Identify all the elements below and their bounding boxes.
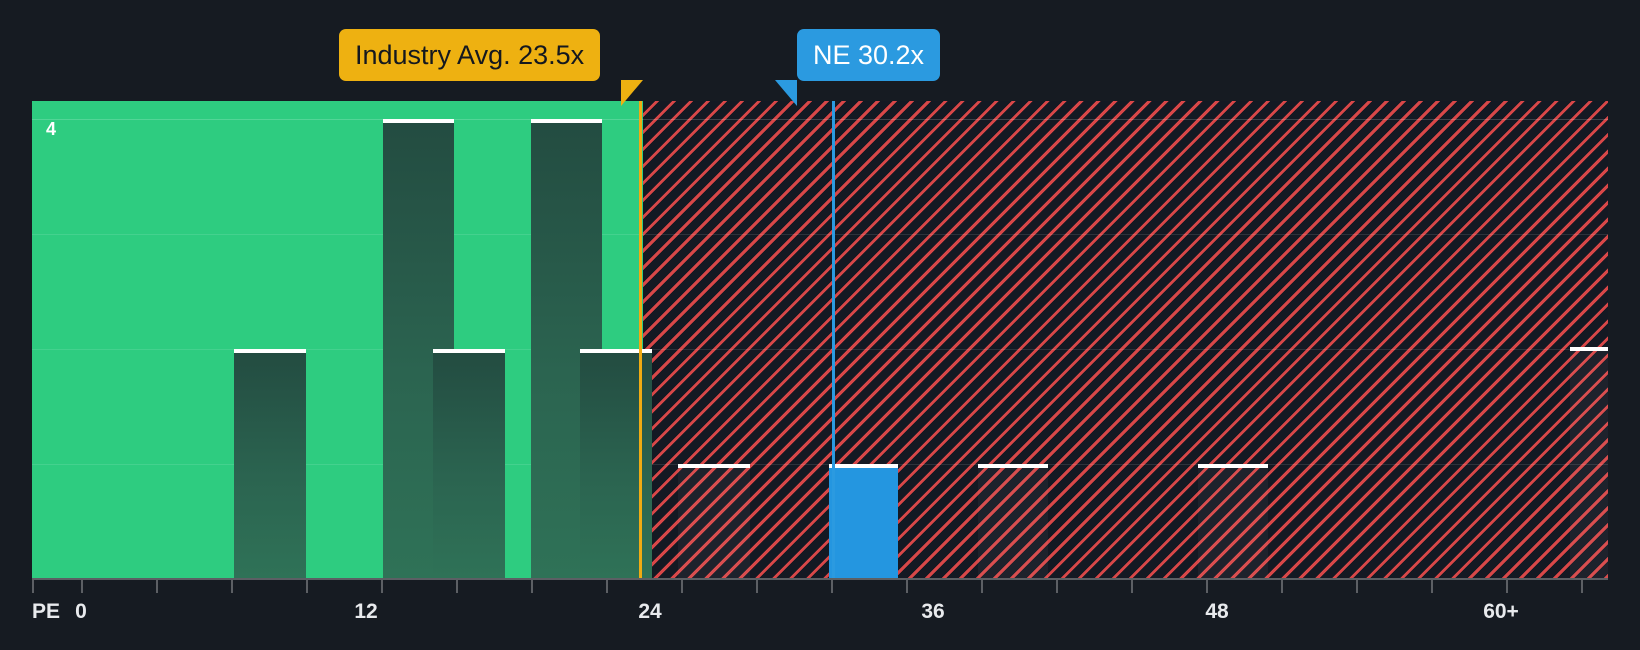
x-axis-tick-label: 60+: [1483, 600, 1519, 623]
bar-cap: [580, 349, 652, 353]
bar-cap: [1198, 464, 1268, 468]
bar-cap: [678, 464, 750, 468]
x-axis-tick: [456, 580, 458, 593]
y-axis-tick-label: 4: [46, 119, 57, 139]
x-axis-tick: [1206, 580, 1208, 593]
x-axis-tick: [756, 580, 758, 593]
bar-body: [1198, 468, 1268, 578]
x-axis-tick-label: 0: [75, 600, 87, 623]
x-axis-tick: [156, 580, 158, 593]
bar-body: [829, 468, 898, 578]
company-pe-callout-tail: [775, 80, 797, 106]
x-axis-title: PE: [32, 600, 61, 623]
bar-cap: [1570, 347, 1608, 351]
x-axis-tick: [1056, 580, 1058, 593]
histogram-bar[interactable]: [433, 349, 505, 578]
industry-average-callout-tail: [621, 80, 643, 106]
bar-cap: [978, 464, 1048, 468]
company-pe-callout[interactable]: NE 30.2x: [797, 29, 941, 81]
histogram-bar[interactable]: [234, 349, 306, 578]
company-pe-line: [832, 101, 835, 578]
x-axis-tick: [906, 580, 908, 593]
industry-average-callout[interactable]: Industry Avg. 23.5x: [339, 29, 601, 81]
x-axis-tick: [1131, 580, 1133, 593]
x-axis-line: [32, 578, 1608, 580]
bar-cap: [829, 464, 898, 468]
histogram-bar[interactable]: [1198, 464, 1268, 578]
bar-body: [234, 353, 306, 578]
gridline-3: [32, 234, 1608, 235]
gridline-1: [32, 464, 1608, 465]
x-axis-tick: [231, 580, 233, 593]
bar-body: [678, 468, 750, 578]
x-axis-tick: [1281, 580, 1283, 593]
bar-body: [1570, 351, 1608, 578]
company-pe-callout-label: NE 30.2x: [813, 40, 925, 70]
histogram-bar-highlighted[interactable]: [829, 464, 898, 578]
x-axis-tick: [531, 580, 533, 593]
bar-cap: [531, 119, 602, 123]
x-axis-tick-label: 12: [354, 600, 378, 623]
x-axis-tick: [1506, 580, 1508, 593]
bar-body: [433, 353, 505, 578]
x-axis-tick-label: 36: [921, 600, 945, 623]
x-axis-tick-label: 48: [1205, 600, 1229, 623]
histogram-bar[interactable]: [678, 464, 750, 578]
gridline-2: [32, 349, 1608, 350]
x-axis-tick: [81, 580, 83, 593]
x-axis-tick-label: 24: [638, 600, 662, 623]
x-axis-tick: [606, 580, 608, 593]
x-axis-tick: [831, 580, 833, 593]
x-axis-tick: [32, 580, 34, 593]
industry-average-line: [639, 101, 642, 578]
histogram-bar[interactable]: [978, 464, 1048, 578]
gridline-4: [32, 119, 1608, 120]
x-axis-tick: [306, 580, 308, 593]
x-axis-tick: [381, 580, 383, 593]
expensive-zone-band: [643, 101, 1608, 578]
bar-body: [978, 468, 1048, 578]
bar-cap: [383, 119, 454, 123]
plot-area: 4 No. of Companies: [32, 101, 1608, 578]
x-axis-tick: [981, 580, 983, 593]
x-axis-tick: [681, 580, 683, 593]
histogram-bar[interactable]: [1570, 347, 1608, 578]
bar-cap: [433, 349, 505, 353]
bar-cap: [234, 349, 306, 353]
x-axis-tick: [1581, 580, 1583, 593]
industry-average-callout-label: Industry Avg. 23.5x: [355, 40, 585, 70]
x-axis-tick: [1356, 580, 1358, 593]
x-axis-tick: [1431, 580, 1433, 593]
